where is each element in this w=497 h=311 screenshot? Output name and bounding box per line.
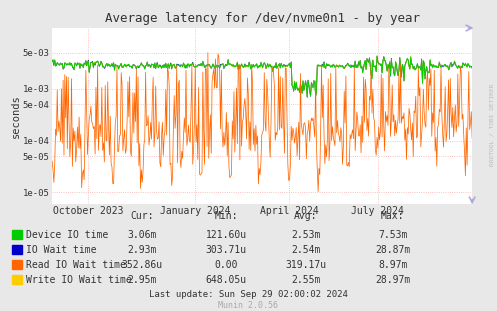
Text: 28.97m: 28.97m — [375, 275, 410, 285]
Text: Cur:: Cur: — [130, 211, 154, 221]
Text: IO Wait time: IO Wait time — [26, 245, 96, 255]
Text: 7.53m: 7.53m — [378, 230, 408, 240]
Text: 319.17u: 319.17u — [285, 260, 326, 270]
Text: 2.53m: 2.53m — [291, 230, 321, 240]
Text: 2.55m: 2.55m — [291, 275, 321, 285]
Title: Average latency for /dev/nvme0n1 - by year: Average latency for /dev/nvme0n1 - by ye… — [105, 12, 419, 26]
Text: Read IO Wait time: Read IO Wait time — [26, 260, 126, 270]
Text: Last update: Sun Sep 29 02:00:02 2024: Last update: Sun Sep 29 02:00:02 2024 — [149, 290, 348, 299]
Text: 28.87m: 28.87m — [375, 245, 410, 255]
Text: Max:: Max: — [381, 211, 405, 221]
Text: 3.06m: 3.06m — [127, 230, 157, 240]
Text: Write IO Wait time: Write IO Wait time — [26, 275, 132, 285]
Text: Min:: Min: — [214, 211, 238, 221]
Text: 648.05u: 648.05u — [206, 275, 247, 285]
Text: 2.95m: 2.95m — [127, 275, 157, 285]
Text: 121.60u: 121.60u — [206, 230, 247, 240]
Text: 303.71u: 303.71u — [206, 245, 247, 255]
Text: RRDTOOL / TOBI OETIKER: RRDTOOL / TOBI OETIKER — [490, 83, 495, 166]
Y-axis label: seconds: seconds — [11, 94, 21, 138]
Text: 2.93m: 2.93m — [127, 245, 157, 255]
Text: 8.97m: 8.97m — [378, 260, 408, 270]
Text: Device IO time: Device IO time — [26, 230, 108, 240]
Text: Munin 2.0.56: Munin 2.0.56 — [219, 301, 278, 310]
Text: 0.00: 0.00 — [214, 260, 238, 270]
Text: Avg:: Avg: — [294, 211, 318, 221]
Text: 352.86u: 352.86u — [121, 260, 162, 270]
Text: 2.54m: 2.54m — [291, 245, 321, 255]
